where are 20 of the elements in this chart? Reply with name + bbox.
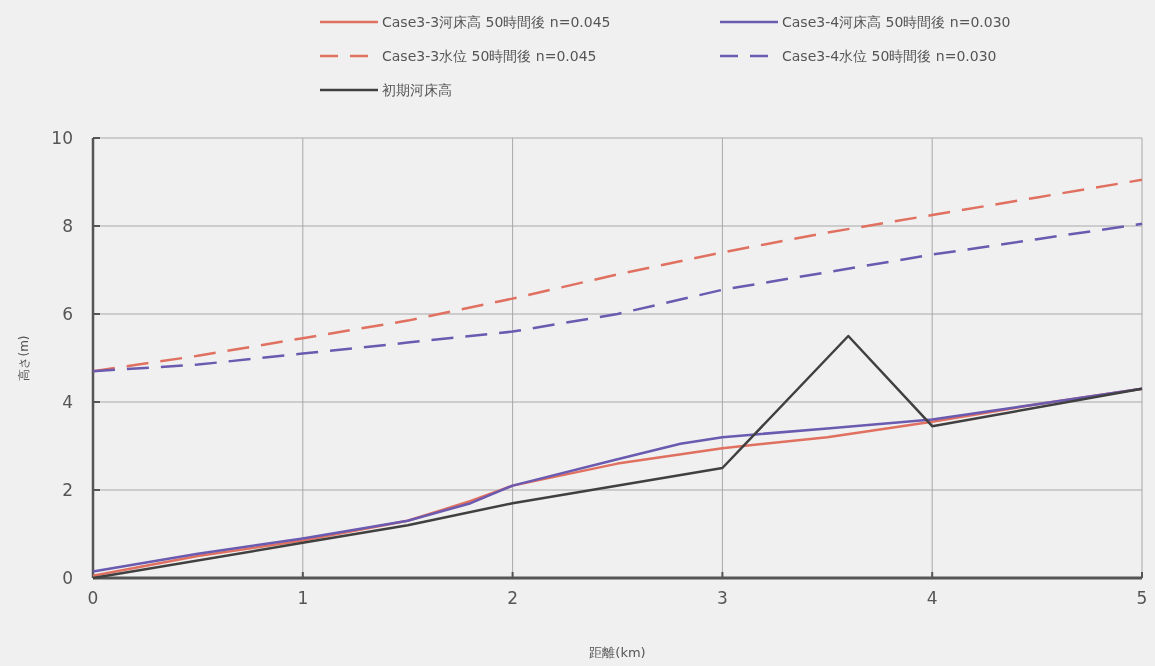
x-tick-label: 2 [507,588,519,608]
y-tick-label: 10 [51,128,73,148]
y-tick-label: 0 [62,568,73,588]
y-tick-label: 6 [62,304,73,324]
x-tick-label: 1 [297,588,309,608]
x-tick-label: 5 [1136,588,1148,608]
y-tick-label: 4 [62,392,73,412]
legend-label: 初期河床高 [382,82,452,98]
y-tick-label: 8 [62,216,73,236]
legend-label: Case3-4水位 50時間後 n=0.030 [782,48,997,64]
line-series [91,222,1144,373]
x-tick-label: 3 [716,588,728,608]
y-axis-title: 高さ(m) [17,335,31,381]
y-tick-label: 2 [62,480,73,500]
legend-label: Case3-3河床高 50時間後 n=0.045 [382,14,611,30]
x-tick-label: 0 [87,588,99,608]
legend-label: Case3-4河床高 50時間後 n=0.030 [782,14,1011,30]
legend-label: Case3-3水位 50時間後 n=0.045 [382,48,597,64]
x-tick-label: 4 [926,588,938,608]
x-axis-title: 距離(km) [589,645,646,660]
